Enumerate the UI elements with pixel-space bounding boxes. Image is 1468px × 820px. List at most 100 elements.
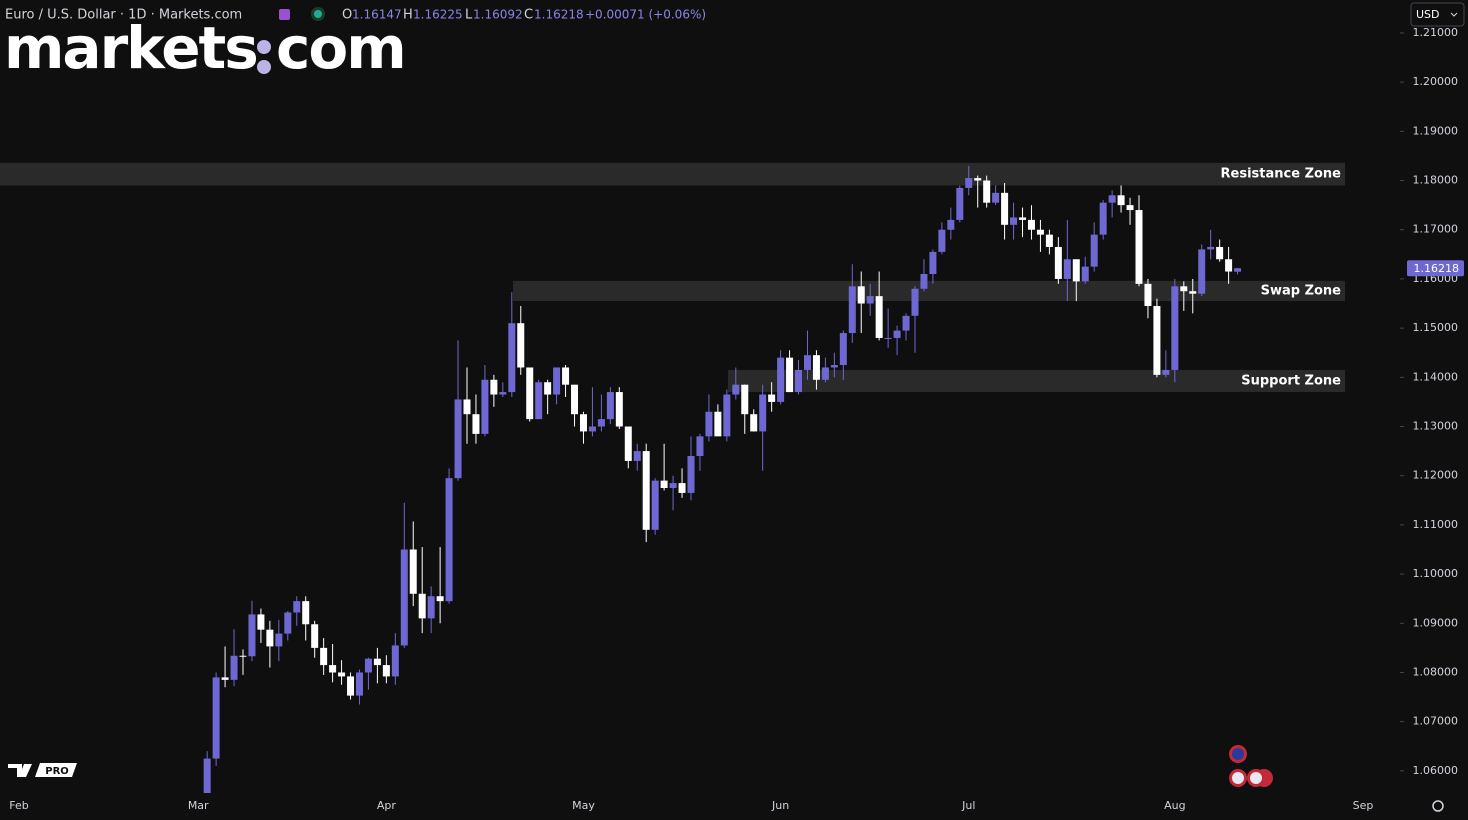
candle-body — [338, 672, 346, 677]
tv-mark — [8, 764, 32, 777]
logo-dot — [257, 60, 271, 74]
candle-body — [750, 414, 758, 432]
candle-body — [875, 296, 883, 338]
candle-body — [1135, 210, 1143, 284]
pro-badge — [35, 763, 77, 777]
candle-body — [382, 665, 390, 677]
candle-body — [812, 355, 820, 380]
candle-body — [347, 676, 355, 696]
candle-body — [329, 665, 337, 673]
candle-body — [669, 483, 677, 488]
candle-body — [1198, 249, 1206, 294]
currency-label[interactable]: USD — [1416, 8, 1440, 21]
candle-body — [1180, 286, 1188, 292]
last-price-label: 1.16218 — [1414, 262, 1460, 275]
candle-body — [848, 286, 856, 334]
x-tick-label: Mar — [188, 799, 209, 812]
zone — [728, 369, 1345, 393]
candle-body — [974, 178, 982, 181]
candle-body — [759, 394, 767, 432]
candle-body — [472, 414, 480, 434]
candle-body — [212, 677, 220, 759]
candle-body — [239, 655, 247, 657]
candle-body — [436, 596, 444, 602]
candle-body — [1117, 195, 1125, 206]
ohlc-label: C — [524, 8, 533, 23]
candle-body — [830, 365, 838, 368]
candle-body — [920, 274, 928, 289]
logo-left: markets — [4, 14, 257, 82]
candle-body — [1216, 246, 1224, 260]
candle-body — [1063, 259, 1071, 279]
candle-body — [409, 549, 417, 594]
candle-body — [732, 384, 740, 395]
zones: Resistance Zone Swap Zone Support Zone — [0, 162, 1345, 393]
y-tick-label: 1.21000 — [1413, 26, 1459, 39]
candle-body — [741, 384, 749, 415]
candle-body — [579, 414, 587, 432]
candle-body — [526, 367, 534, 420]
candle-body — [866, 296, 874, 304]
candle-body — [266, 629, 274, 647]
x-tick-label: Jul — [961, 799, 975, 812]
candle-body — [723, 394, 731, 437]
zone — [513, 280, 1345, 302]
y-tick-label: 1.15000 — [1413, 321, 1459, 334]
candle-body — [230, 655, 238, 680]
candle-body — [284, 612, 292, 634]
ohlc-value: 1.16147 — [352, 8, 402, 22]
flag-icon — [279, 9, 290, 20]
candle-body — [714, 411, 722, 437]
event-icon-inner — [1250, 772, 1262, 784]
candle-body — [571, 384, 579, 415]
candle-body — [929, 251, 937, 275]
candle-body — [992, 192, 1000, 203]
candle-body — [660, 480, 668, 488]
candle-body — [624, 426, 632, 461]
y-tick-label: 1.19000 — [1413, 124, 1459, 137]
candle-body — [857, 286, 865, 304]
y-tick-label: 1.09000 — [1413, 616, 1459, 629]
candle-body — [947, 219, 955, 230]
candle-body — [965, 178, 973, 188]
candle-body — [311, 624, 319, 648]
x-tick-label: May — [572, 799, 595, 812]
candle-body — [606, 392, 614, 420]
candle-body — [248, 614, 256, 657]
candle-body — [705, 411, 713, 437]
candle-body — [1010, 217, 1018, 225]
candle-body — [884, 337, 892, 339]
candle-body — [597, 419, 605, 427]
ohlc-label: H — [403, 8, 413, 23]
x-tick-label: Apr — [377, 799, 397, 812]
candle-body — [615, 392, 623, 427]
symbol-title: Euro / U.S. Dollar · 1D · Markets.com — [5, 8, 242, 23]
candle-body — [678, 483, 686, 493]
candle-body — [508, 323, 516, 393]
dropdown-arrow — [1450, 12, 1458, 17]
candle-body — [588, 426, 596, 432]
settings-icon[interactable] — [1432, 800, 1444, 812]
x-tick-label: Sep — [1353, 799, 1374, 812]
pro-label: PRO — [45, 766, 69, 777]
candle-body — [1108, 195, 1116, 203]
candle-body — [1001, 192, 1009, 225]
zone — [0, 162, 1345, 186]
candle-body — [821, 367, 829, 380]
candle-body — [786, 357, 794, 393]
candle-body — [893, 330, 901, 338]
x-tick-label: Feb — [9, 799, 28, 812]
logo-dot — [257, 40, 271, 54]
candle-body — [517, 323, 525, 368]
candle-body — [553, 367, 561, 395]
candle-body — [499, 392, 507, 395]
candle-body — [481, 379, 489, 434]
y-tick-label: 1.17000 — [1413, 223, 1459, 236]
candle-body — [221, 677, 229, 680]
candle-body — [562, 367, 570, 385]
currency-select[interactable] — [1410, 2, 1465, 27]
candle-body — [956, 187, 964, 220]
candle-body — [768, 394, 776, 402]
candle-body — [391, 645, 399, 677]
candle-body — [203, 758, 211, 793]
